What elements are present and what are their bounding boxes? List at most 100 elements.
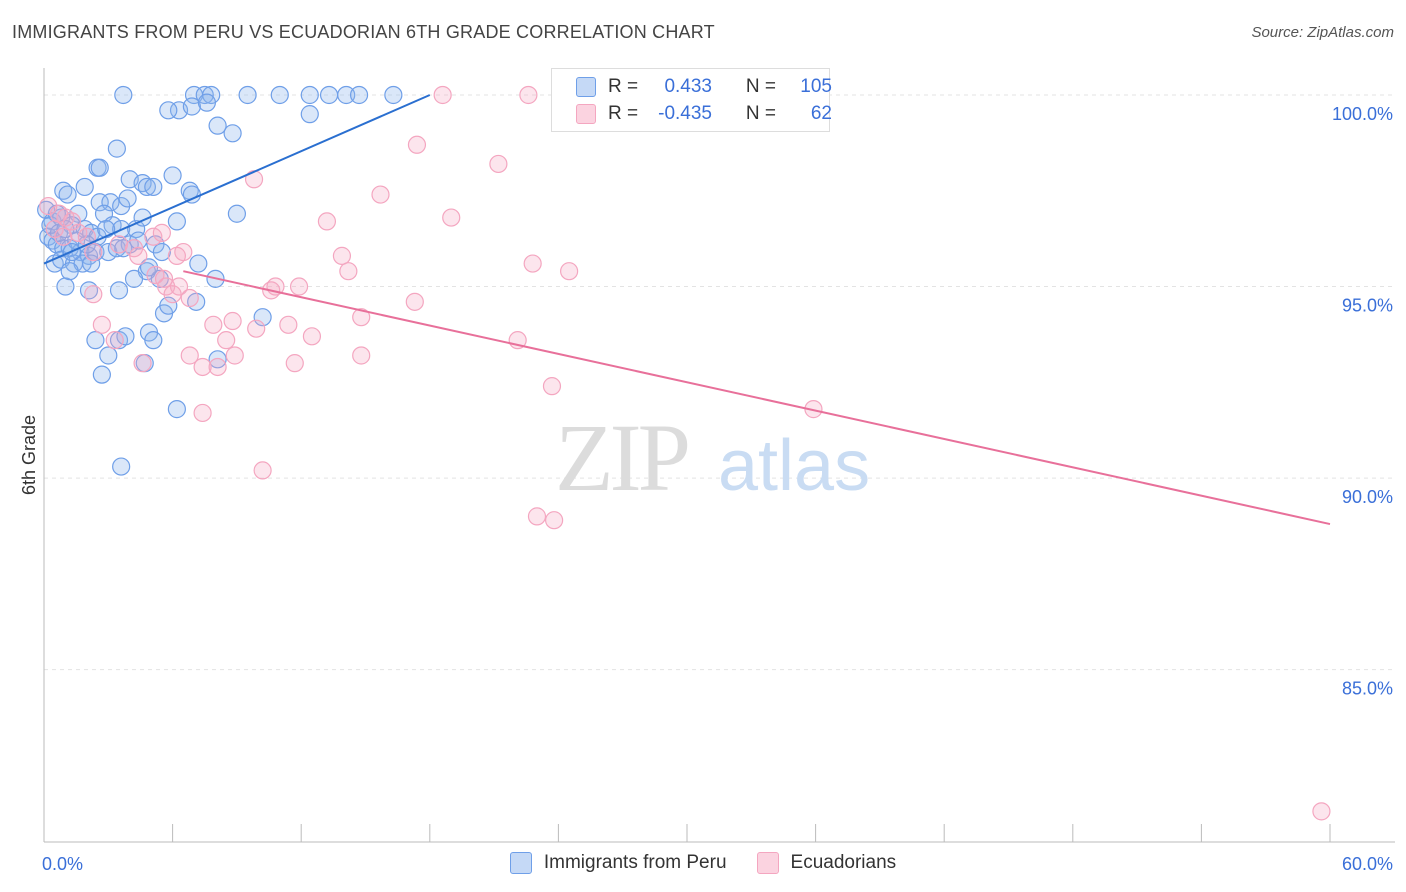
data-point [182,97,201,116]
data-point [300,85,319,105]
data-point [204,315,223,334]
data-point [167,246,186,265]
data-point [116,327,135,346]
y-tick-label: 95.0% [1342,296,1393,316]
data-point [189,254,208,273]
data-point [223,124,242,143]
data-point [560,262,579,281]
data-point [253,308,272,327]
data-point [167,212,186,231]
data-point [86,331,105,350]
data-point [433,85,452,105]
data-point [339,262,358,281]
trend-lines [43,94,1331,526]
legend-r-value-peru: 0.433 [664,76,712,97]
points-ecuadorians [39,85,1331,821]
data-point [56,277,75,296]
data-point [107,139,126,158]
data-point [279,315,298,334]
legend-swatch-ecuadorians [576,104,596,124]
data-point [152,223,171,242]
y-tick-label: 90.0% [1342,487,1393,507]
data-point [225,346,244,365]
data-point [442,208,461,227]
chart-source: Source: ZipAtlas.com [1251,24,1394,41]
data-point [545,511,564,530]
data-point [109,235,129,254]
data-point [1312,802,1331,821]
data-point [129,246,148,265]
data-point [317,212,337,231]
legend-row-ecuadorians: R = -0.435 N = 62 [576,101,832,127]
watermark-zip: ZIP [555,404,688,511]
legend-swatch-peru [509,852,532,874]
data-point [193,403,212,423]
y-tick-label: 100.0% [1332,104,1393,124]
data-point [253,461,272,480]
data-point [180,288,199,308]
legend-n-label: N = [745,76,776,97]
data-point [163,285,182,304]
data-point [92,315,111,334]
data-point [101,193,120,212]
data-point [227,204,246,223]
x-tick-label-min: 0.0% [42,854,83,874]
watermark-atlas: atlas [718,426,870,506]
legend-item-peru: Immigrants from Peru [509,852,727,874]
data-point [114,85,133,105]
data-point [180,346,199,365]
data-point [302,327,322,346]
data-point [489,154,508,174]
points-immigrants-from-peru [37,85,403,476]
series-legend: Immigrants from Peru Ecuadorians [0,852,1406,874]
data-point [82,254,101,273]
data-point [371,185,390,204]
legend-row-peru: R = 0.433 N = 105 [576,74,832,100]
trend-line-ecuadorians [183,270,1331,526]
data-point [407,135,427,154]
data-point [319,85,339,105]
legend-label-ecuadorians: Ecuadorians [790,852,897,873]
data-point [197,93,216,112]
data-point [527,507,547,526]
data-point [332,246,352,265]
data-point [75,177,94,197]
stats-legend: R = 0.433 N = 105 R = -0.435 N = 62 [551,68,832,132]
data-point [270,85,289,105]
data-point [152,242,171,262]
legend-n-value-peru: 105 [800,76,832,97]
data-point [405,292,424,311]
data-point [84,242,103,262]
data-point [519,85,538,105]
legend-label-peru: Immigrants from Peru [543,852,727,873]
legend-n-label: N = [745,103,776,124]
data-point [247,319,266,338]
data-point [112,457,131,476]
data-point [144,227,163,246]
data-point [159,296,178,315]
data-point [54,227,73,246]
axes [43,68,1395,843]
data-point [58,185,77,204]
data-point [62,212,81,231]
data-point [137,177,156,197]
data-point [193,357,212,377]
data-point [300,105,319,124]
trend-line-peru [43,94,431,265]
y-tick-label: 85.0% [1342,679,1393,699]
data-point [97,219,116,239]
data-point [208,357,227,377]
data-point [109,281,129,300]
data-point [523,254,542,273]
data-point [84,285,103,304]
data-point [105,331,124,350]
data-point [217,331,236,350]
data-point [144,331,163,350]
data-point [144,177,163,197]
legend-n-value-ecuadorians: 62 [810,103,832,124]
data-point [60,262,79,281]
data-point [146,265,165,285]
watermark: ZIP atlas [555,404,870,511]
data-point [167,400,186,419]
legend-swatch-ecuadorians [756,852,779,874]
